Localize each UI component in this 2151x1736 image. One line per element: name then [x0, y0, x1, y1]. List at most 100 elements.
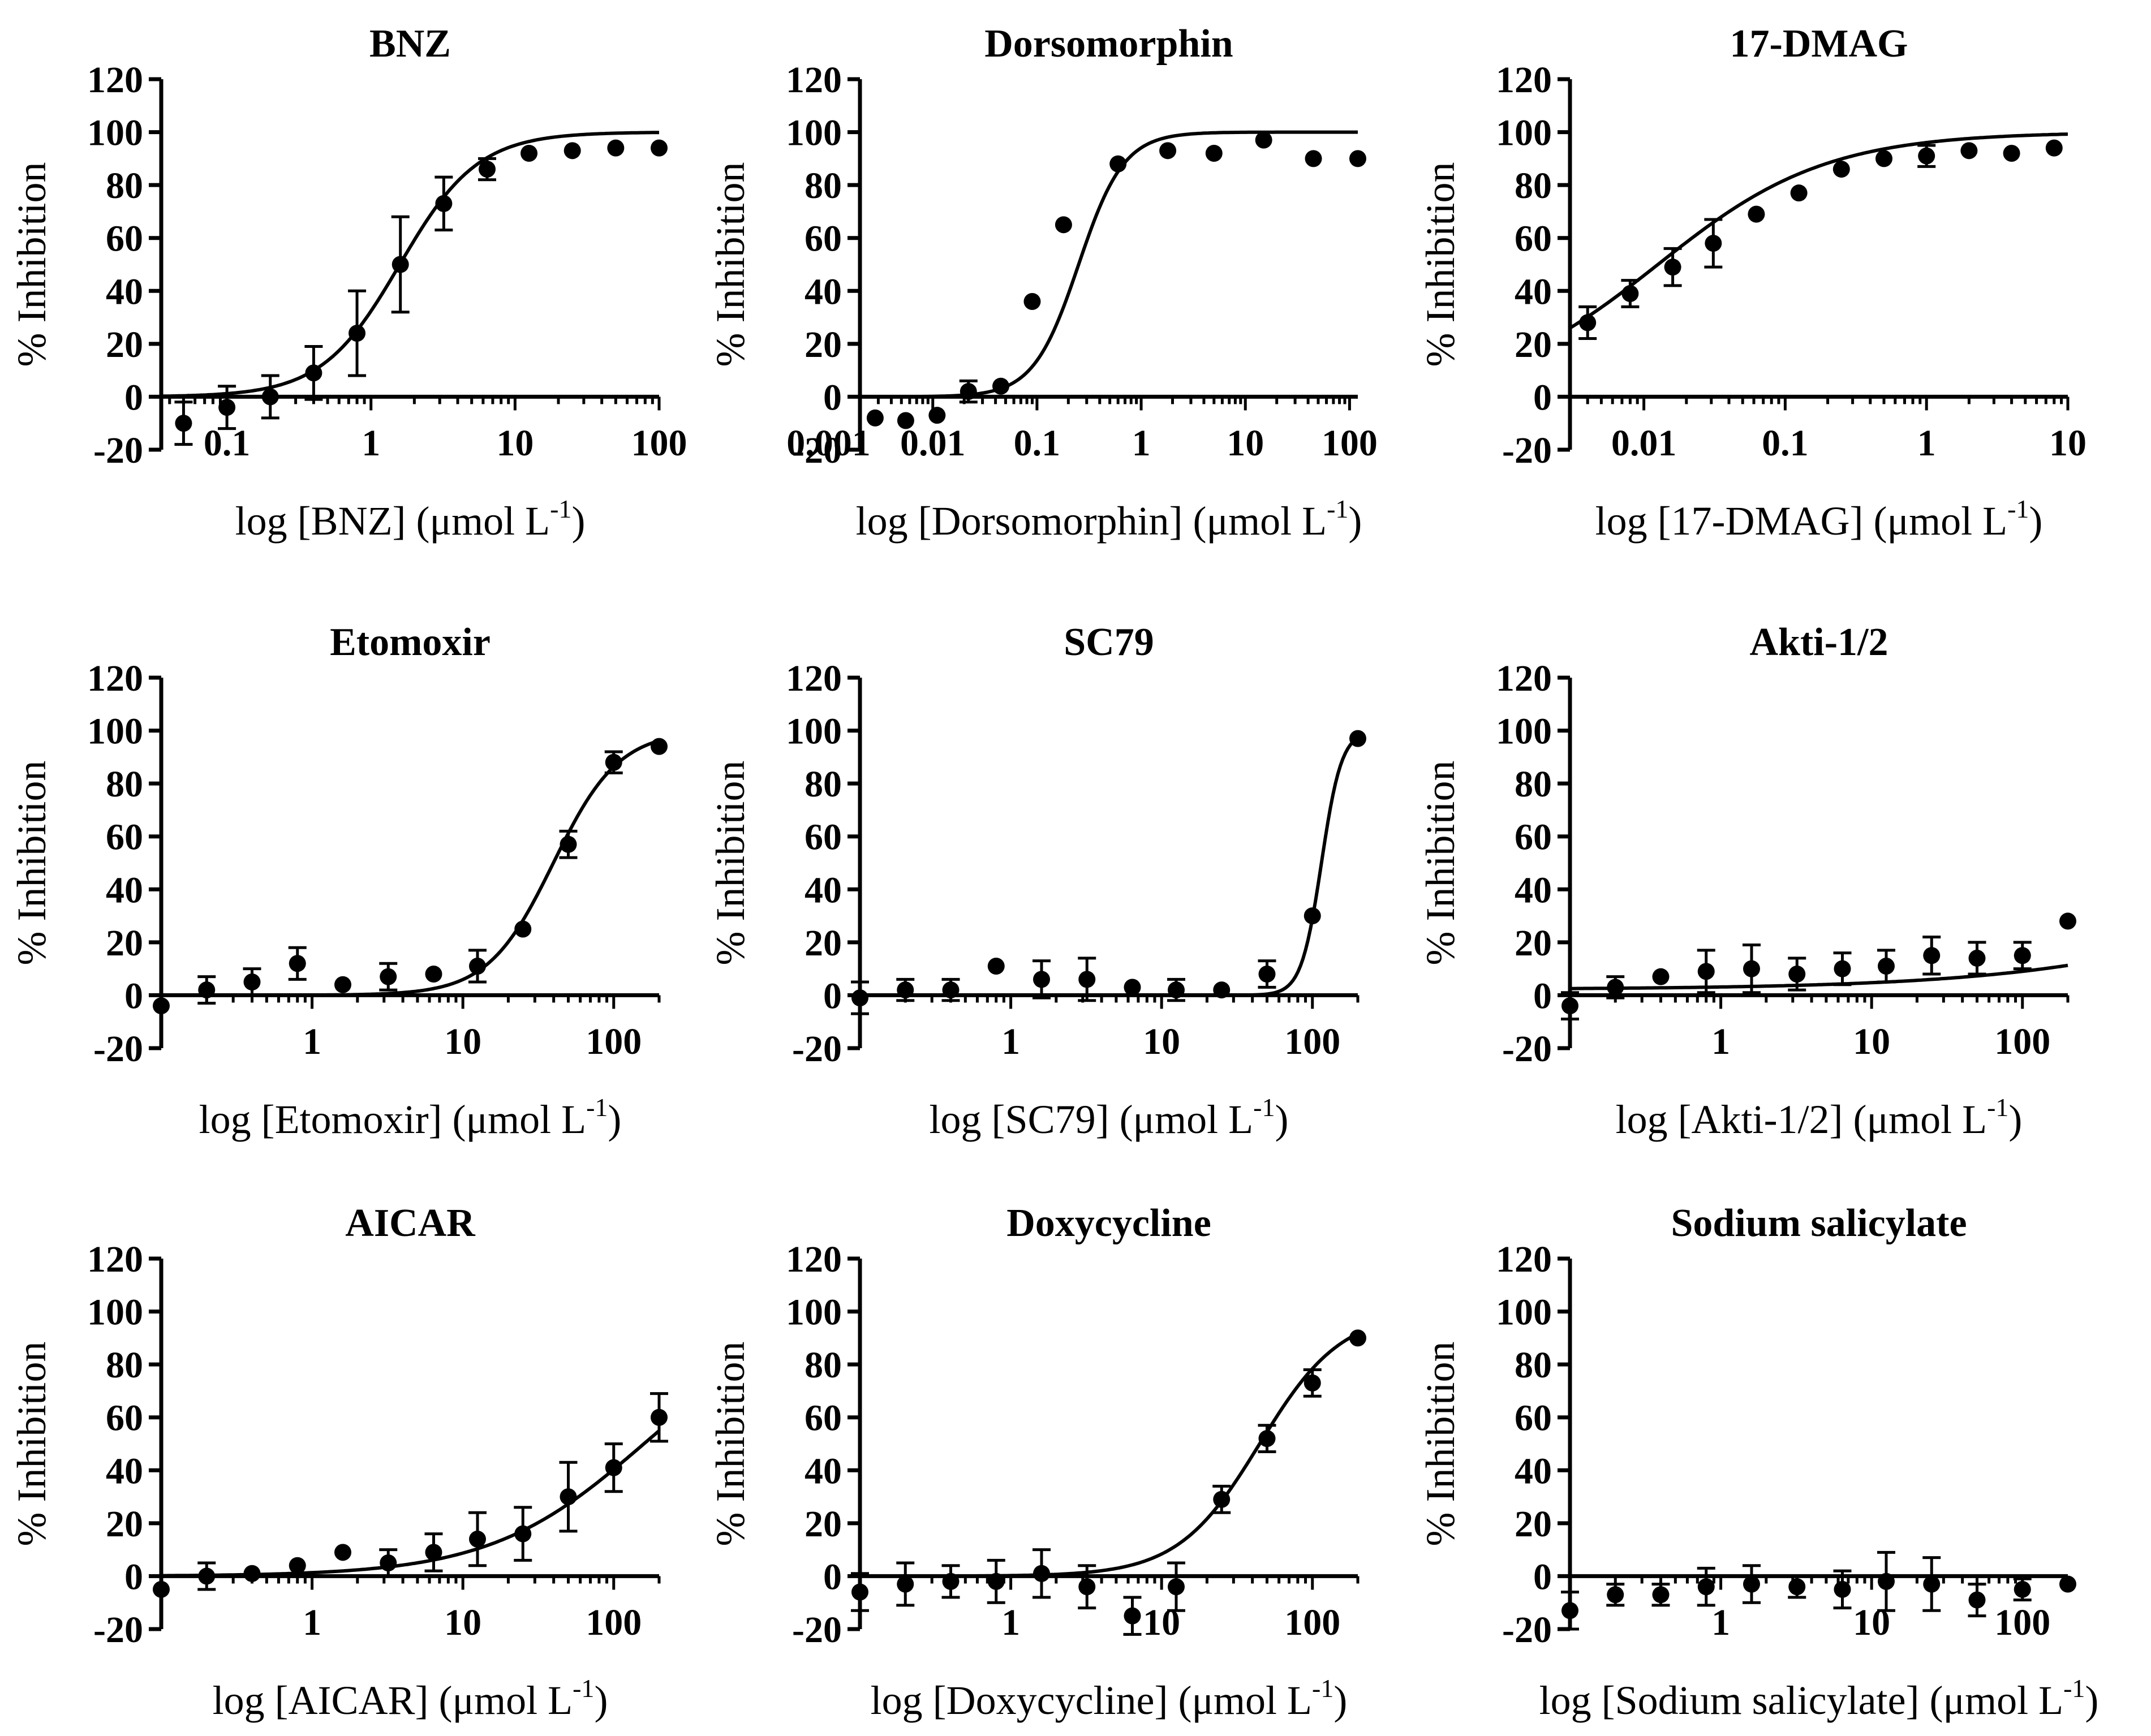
- x-tick-label: 100: [1284, 1602, 1340, 1643]
- data-point: [1349, 1329, 1366, 1347]
- x-axis-label-close: ): [594, 1678, 608, 1723]
- x-tick-label: 1: [1711, 1602, 1730, 1643]
- y-tick-label: 40: [106, 869, 143, 911]
- data-point: [198, 1567, 216, 1585]
- fit-curve: [860, 1332, 1359, 1578]
- fit-curve: [161, 739, 660, 997]
- y-tick-label: 80: [1515, 764, 1552, 805]
- data-point: [198, 981, 216, 999]
- data-point: [2045, 139, 2063, 157]
- y-tick-label: 40: [805, 1450, 842, 1492]
- data-point: [1652, 968, 1670, 985]
- data-point: [1213, 981, 1231, 999]
- y-tick-label: 0: [124, 1556, 143, 1597]
- chart-title: AICAR: [345, 1201, 476, 1245]
- data-point: [514, 1525, 532, 1543]
- data-point: [1159, 142, 1177, 160]
- y-tick-label: -20: [792, 1609, 842, 1651]
- x-tick-label: 1: [1132, 423, 1151, 464]
- data-point: [851, 1583, 868, 1601]
- chart-title: 17-DMAG: [1730, 22, 1908, 66]
- data-point: [1109, 155, 1127, 173]
- y-tick-label: 100: [87, 1292, 143, 1333]
- data-point: [153, 997, 170, 1015]
- y-tick-label: 60: [106, 817, 143, 858]
- y-axis-label: % Inhibition: [1418, 1342, 1463, 1547]
- y-axis-label: % Inhibition: [1418, 162, 1463, 367]
- x-axis-label: log [Dorsomorphin] (μmol L-1): [856, 494, 1362, 544]
- data-point: [1078, 1578, 1096, 1596]
- x-tick-label: 100: [1284, 1021, 1340, 1062]
- x-axis-label-superscript: -1: [1312, 1674, 1333, 1703]
- y-tick-label: 60: [805, 218, 842, 260]
- x-tick-label: 100: [586, 1602, 642, 1643]
- chart-dorsomorphin: Dorsomorphin % Inhibition -20 0 20 40 60 80 100 1…: [708, 22, 1378, 544]
- data-point: [651, 139, 668, 157]
- data-point: [1743, 960, 1760, 977]
- x-axis-label-superscript: -1: [1253, 1093, 1275, 1122]
- x-axis-label-close: ): [2029, 498, 2042, 544]
- x-axis-label: log [BNZ] (μmol L-1): [235, 494, 586, 544]
- data-point: [560, 835, 577, 853]
- data-point: [469, 1530, 487, 1548]
- data-point: [2059, 1575, 2076, 1593]
- x-axis-label: log [Doxycycline] (μmol L-1): [871, 1674, 1348, 1723]
- y-tick-label: 120: [1496, 658, 1552, 699]
- data-point: [425, 1544, 442, 1561]
- data-point: [1258, 966, 1276, 983]
- data-point: [243, 1565, 261, 1582]
- x-tick-label: 10: [1143, 1021, 1180, 1062]
- data-point: [1561, 1602, 1578, 1619]
- x-axis-label-superscript: -1: [1987, 1093, 2008, 1122]
- data-point: [1023, 293, 1041, 310]
- data-point: [334, 976, 351, 993]
- data-point: [1652, 1586, 1670, 1604]
- data-point: [1664, 259, 1681, 276]
- data-point: [1579, 314, 1597, 331]
- x-axis-label-superscript: -1: [586, 1093, 608, 1122]
- y-tick-label: 100: [1496, 113, 1552, 154]
- data-point: [392, 256, 409, 273]
- y-tick-label: 60: [805, 817, 842, 858]
- y-tick-label: -20: [1502, 430, 1552, 471]
- x-tick-label: 0.01: [900, 423, 966, 464]
- data-point: [1033, 971, 1050, 988]
- x-tick-label: 100: [1322, 423, 1378, 464]
- chart-doxycycline: Doxycycline % Inhibition -20 0 20 40 60 80 100 12…: [708, 1201, 1366, 1723]
- fit-curve: [860, 130, 1358, 399]
- chart-aicar: AICAR % Inhibition -20 0 20 40 60 80 100 120 1 10 10…: [9, 1201, 668, 1723]
- y-tick-label: 100: [87, 113, 143, 154]
- data-point: [1960, 142, 1978, 160]
- y-tick-label: -20: [93, 1028, 143, 1070]
- y-tick-label: 120: [1496, 1239, 1552, 1280]
- x-tick-label: 10: [444, 1021, 481, 1062]
- x-axis-label-superscript: -1: [1327, 494, 1348, 523]
- data-point: [866, 409, 884, 427]
- data-point: [1621, 285, 1639, 302]
- x-tick-label: 100: [1994, 1602, 2050, 1643]
- y-tick-label: 100: [786, 113, 842, 154]
- y-tick-label: -20: [1502, 1028, 1552, 1070]
- data-point: [1878, 1573, 1895, 1590]
- y-tick-label: 80: [805, 165, 842, 206]
- x-tick-label: 100: [586, 1021, 642, 1062]
- x-axis-label-close: ): [1348, 498, 1362, 544]
- x-tick-label: 1: [1711, 1021, 1730, 1062]
- data-point: [2014, 1580, 2031, 1598]
- y-tick-label: 120: [87, 658, 143, 699]
- y-tick-label: 40: [805, 271, 842, 312]
- data-point: [520, 145, 538, 162]
- chart-akti-1-2: Akti-1/2 % Inhibition -20 0 20 40 60 80 100 120 1 1…: [1418, 621, 2076, 1142]
- x-axis-label: log [Akti-1/2] (μmol L-1): [1616, 1093, 2023, 1142]
- data-point: [1923, 947, 1941, 964]
- x-axis-label-close: ): [2008, 1097, 2022, 1142]
- data-point: [1561, 997, 1578, 1015]
- chart-title: Etomoxir: [330, 621, 491, 664]
- y-tick-label: 0: [823, 377, 842, 418]
- data-point: [1258, 1430, 1276, 1448]
- x-axis-label-superscript: -1: [573, 1674, 594, 1703]
- data-point: [1968, 1591, 1986, 1609]
- y-tick-label: 0: [823, 1556, 842, 1597]
